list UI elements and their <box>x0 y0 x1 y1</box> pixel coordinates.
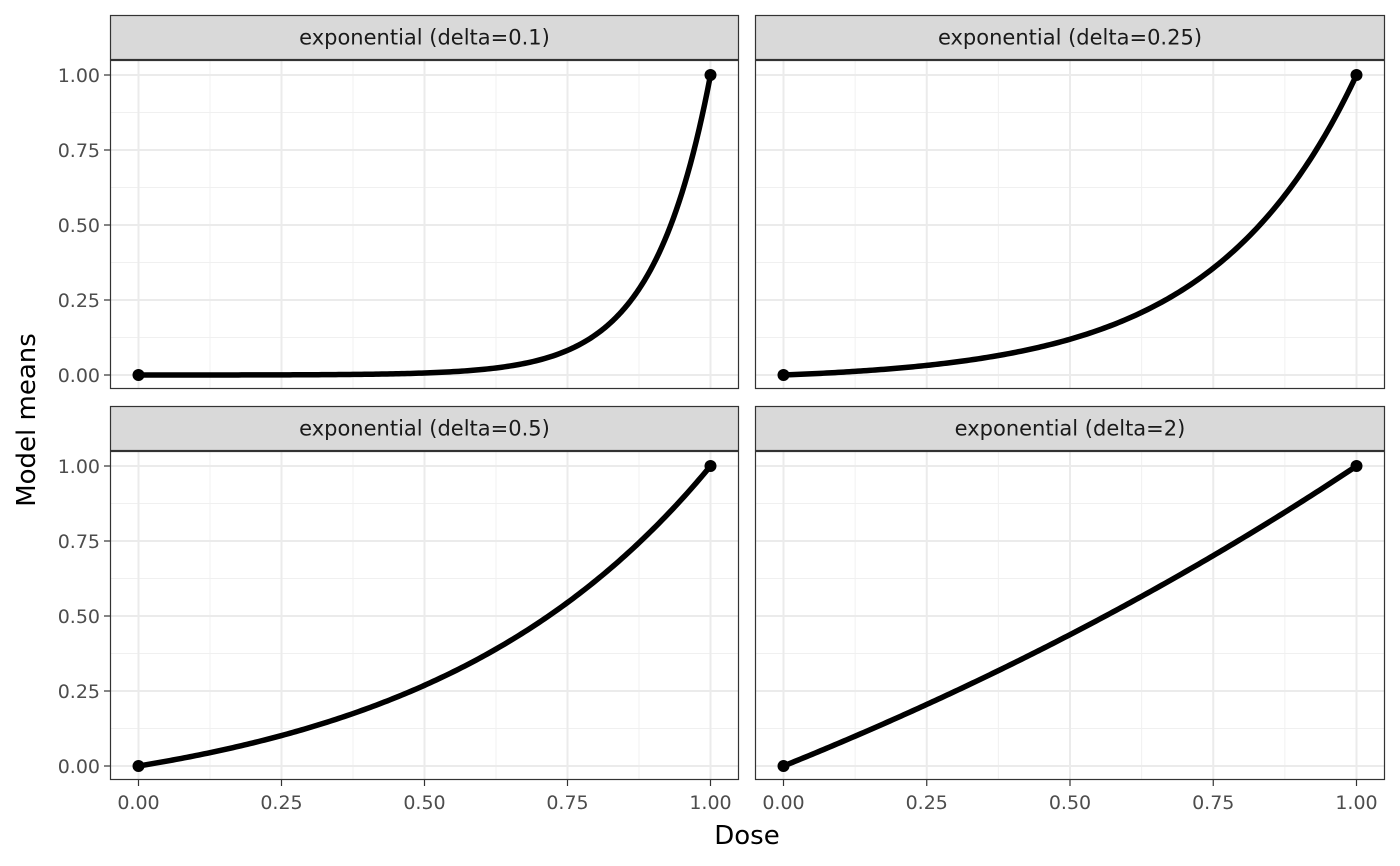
panel-border <box>754 450 1386 781</box>
facet-panel: exponential (delta=0.25) <box>754 14 1386 390</box>
facet-strip-label: exponential (delta=0.25) <box>938 26 1202 50</box>
x-tick-label: 0.00 <box>762 792 804 814</box>
y-tick-label: 1.00 <box>58 65 100 87</box>
panels-layer: exponential (delta=0.1) 0.00 0.25 0.50 0.75 1… <box>58 14 1386 814</box>
data-point <box>1350 460 1363 472</box>
x-tick-label: 1.00 <box>689 792 731 814</box>
x-tick-label: 0.75 <box>546 792 588 814</box>
panel-border <box>109 59 740 390</box>
series-line <box>135 72 714 378</box>
y-tick-label: 0.00 <box>58 756 100 778</box>
panel-border <box>109 450 740 781</box>
facet-strip-label: exponential (delta=2) <box>955 417 1186 441</box>
y-tick-label: 0.25 <box>58 681 100 703</box>
y-tick-label: 0.50 <box>58 606 100 628</box>
facet-strip <box>109 405 740 452</box>
facet-panel: exponential (delta=2) 0.00 0.25 0.50 0.75 1.0… <box>754 405 1386 814</box>
facet-strip-label: exponential (delta=0.5) <box>299 417 550 441</box>
x-axis-title: Dose <box>714 821 779 851</box>
facet-strip <box>109 14 740 61</box>
x-tick-label: 0.50 <box>1049 792 1091 814</box>
facet-strip <box>754 14 1386 61</box>
x-tick-label: 0.25 <box>260 792 302 814</box>
data-point <box>704 69 717 81</box>
y-tick-label: 0.75 <box>58 531 100 553</box>
y-tick-label: 1.00 <box>58 456 100 478</box>
y-axis-title: Model means <box>12 333 42 507</box>
facet-panel: exponential (delta=0.5) 0.00 0.25 0.50 0.75 1… <box>58 405 740 814</box>
series-line <box>780 463 1360 769</box>
y-tick-label: 0.25 <box>58 290 100 312</box>
series-line <box>135 463 714 769</box>
facet-strip <box>754 405 1386 452</box>
y-tick-label: 0.00 <box>58 365 100 387</box>
facet-strip-label: exponential (delta=0.1) <box>299 26 550 50</box>
facet-panel: exponential (delta=0.1) 0.00 0.25 0.50 0.75 1… <box>58 14 740 390</box>
y-tick-label: 0.75 <box>58 140 100 162</box>
data-point <box>777 760 790 772</box>
data-point <box>132 369 145 381</box>
panel-border <box>754 59 1386 390</box>
series-line <box>780 72 1360 378</box>
x-tick-label: 0.75 <box>1192 792 1234 814</box>
x-tick-label: 0.00 <box>117 792 159 814</box>
data-point <box>1350 69 1363 81</box>
x-tick-label: 0.50 <box>403 792 445 814</box>
x-tick-label: 1.00 <box>1335 792 1377 814</box>
data-point <box>777 369 790 381</box>
y-tick-label: 0.50 <box>58 215 100 237</box>
x-tick-label: 0.25 <box>906 792 948 814</box>
data-point <box>704 460 717 472</box>
data-point <box>132 760 145 772</box>
